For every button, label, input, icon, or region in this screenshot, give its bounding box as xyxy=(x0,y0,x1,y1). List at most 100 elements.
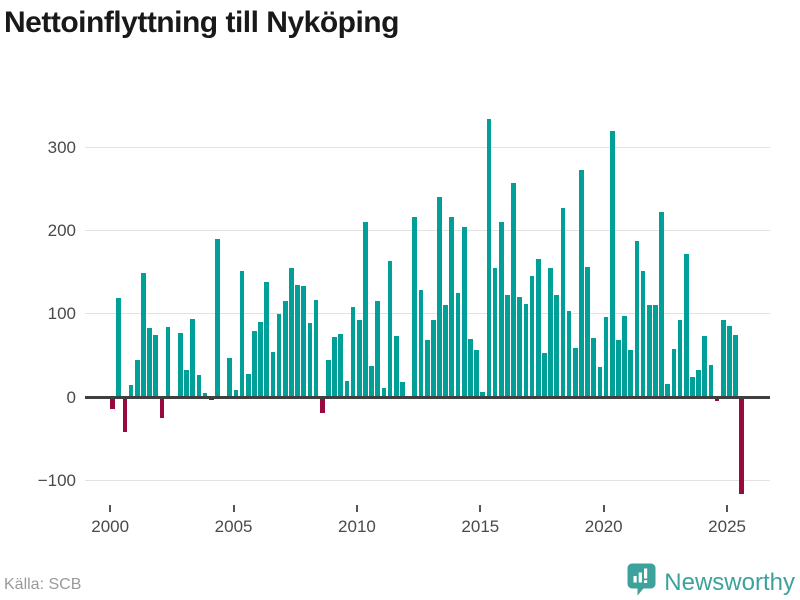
bar-2001-q1 xyxy=(134,359,140,397)
bar-2021-q1 xyxy=(628,349,634,397)
x-axis-label-2005: 2005 xyxy=(214,517,253,536)
bar-2015-q4 xyxy=(498,222,504,397)
bar-2019-q4 xyxy=(597,366,603,397)
bar-2022-q3 xyxy=(665,384,671,397)
bar-2014-q4 xyxy=(474,349,479,397)
source-label: Källa: SCB xyxy=(4,576,82,593)
bar-2005-q3 xyxy=(245,374,251,397)
bar-2024-q2 xyxy=(708,364,714,397)
bar-2018-q2 xyxy=(560,208,566,397)
gridline-y--100 xyxy=(85,479,770,481)
bar-2021-q3 xyxy=(640,270,646,397)
bar-2017-q4 xyxy=(548,268,553,397)
bar-2011-q4 xyxy=(400,381,405,397)
bar-2020-q1 xyxy=(603,317,609,397)
bar-2010-q3 xyxy=(369,365,374,397)
bar-2014-q1 xyxy=(455,293,461,397)
bar-2018-q1 xyxy=(554,294,560,397)
bar-2011-q3 xyxy=(393,335,399,397)
bar-2006-q3 xyxy=(270,352,276,397)
bar-2025-q2 xyxy=(733,334,738,397)
bar-2023-q3 xyxy=(690,377,695,397)
bar-2011-q2 xyxy=(387,260,393,397)
bar-2003-q4 xyxy=(202,393,208,397)
bar-2002-q4 xyxy=(178,333,183,397)
bar-2006-q4 xyxy=(276,314,282,397)
bar-2009-q3 xyxy=(344,380,350,397)
x-axis-tick-2005 xyxy=(232,505,235,512)
zero-axis-line xyxy=(85,395,770,399)
bar-2000-q4 xyxy=(128,384,134,397)
bar-2019-q2 xyxy=(585,267,590,397)
newsworthy-logo-icon xyxy=(627,563,656,600)
y-axis-label-300: 300 xyxy=(47,137,76,157)
x-axis-tick-2020 xyxy=(602,505,605,512)
bar-2005-q1 xyxy=(233,389,239,397)
bar-2020-q3 xyxy=(616,339,621,397)
y-axis-label-0: 0 xyxy=(66,387,76,407)
bar-2012-q4 xyxy=(424,339,430,397)
bar-2007-q1 xyxy=(282,300,288,397)
newsworthy-brand: Newsworthy xyxy=(627,563,795,600)
bar-2020-q2 xyxy=(609,130,615,397)
bar-2015-q2 xyxy=(486,119,492,397)
bar-2003-q1 xyxy=(184,369,189,397)
bar-2025-q3 xyxy=(739,397,745,495)
bar-2010-q1 xyxy=(356,319,362,397)
x-axis-tick-2025 xyxy=(726,505,729,512)
newsworthy-brand-text: Newsworthy xyxy=(664,568,795,596)
bar-2019-q1 xyxy=(579,169,584,397)
bar-2022-q4 xyxy=(671,349,677,397)
gridline-y-200 xyxy=(85,229,770,231)
bar-2022-q1 xyxy=(653,304,658,397)
bar-2008-q1 xyxy=(307,323,313,397)
bar-2016-q1 xyxy=(505,294,510,397)
bar-2010-q4 xyxy=(375,300,381,397)
bar-2013-q4 xyxy=(449,217,455,397)
gridline-y-300 xyxy=(85,146,770,148)
bar-2024-q4 xyxy=(720,319,726,397)
bar-2023-q4 xyxy=(696,369,701,397)
chart-title: Nettoinflyttning till Nyköping xyxy=(4,6,399,39)
bar-2013-q3 xyxy=(443,304,448,397)
gridline-y-100 xyxy=(85,313,770,315)
bar-2006-q1 xyxy=(258,322,263,397)
bar-2004-q4 xyxy=(227,358,233,397)
bar-2012-q3 xyxy=(418,289,424,397)
bar-2017-q1 xyxy=(529,275,535,397)
x-axis-label-2025: 2025 xyxy=(708,517,746,536)
bar-2004-q1 xyxy=(208,397,214,400)
bar-2001-q4 xyxy=(153,334,159,397)
bar-2007-q4 xyxy=(301,285,307,397)
bar-2019-q3 xyxy=(591,338,597,397)
bar-2023-q2 xyxy=(683,254,689,397)
y-axis-label-100: 100 xyxy=(47,304,76,324)
bar-2001-q2 xyxy=(141,273,146,397)
bar-2003-q3 xyxy=(196,374,202,397)
bar-2016-q3 xyxy=(517,297,523,397)
bar-2009-q4 xyxy=(350,306,356,397)
y-axis-label--100: −100 xyxy=(37,470,76,490)
bar-2000-q1 xyxy=(110,397,115,410)
bar-2023-q1 xyxy=(677,319,683,397)
bar-2020-q4 xyxy=(622,315,627,397)
bar-2004-q2 xyxy=(215,239,220,397)
bar-2016-q2 xyxy=(511,183,516,397)
bar-2012-q2 xyxy=(412,217,418,397)
bar-2007-q3 xyxy=(295,284,300,397)
x-axis-tick-2015 xyxy=(479,505,482,512)
bar-2013-q2 xyxy=(437,196,442,397)
x-axis-tick-2000 xyxy=(109,505,112,512)
y-axis-label-200: 200 xyxy=(47,220,76,240)
bar-2016-q4 xyxy=(523,304,529,397)
bar-2008-q3 xyxy=(319,397,325,414)
x-axis-label-2020: 2020 xyxy=(584,517,623,536)
bar-2015-q1 xyxy=(480,391,486,397)
bar-2008-q2 xyxy=(313,299,319,397)
bar-2018-q4 xyxy=(572,348,578,397)
bar-2015-q3 xyxy=(492,268,498,397)
bar-2024-q1 xyxy=(702,335,708,397)
bar-2021-q4 xyxy=(646,304,652,397)
bar-2014-q2 xyxy=(461,226,467,397)
